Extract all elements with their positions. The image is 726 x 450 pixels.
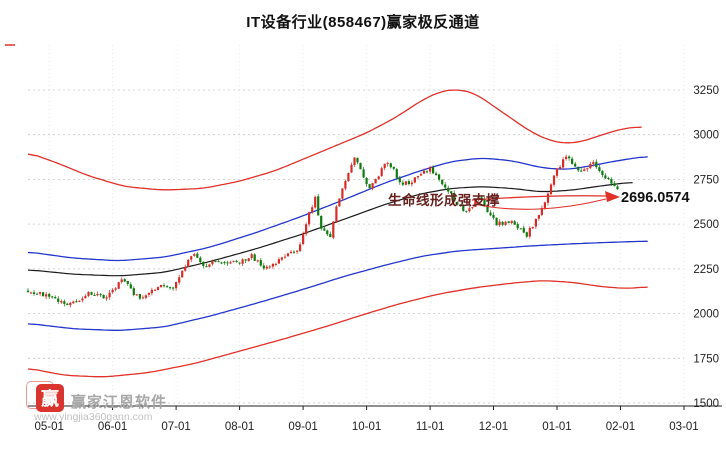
svg-text:05-01: 05-01 [34,421,63,433]
svg-text:11-01: 11-01 [416,421,445,433]
support-annotation-text: 生命线形成强支撑 [388,193,500,208]
svg-text:02-01: 02-01 [606,421,635,433]
svg-text:1750: 1750 [693,353,719,365]
svg-text:2500: 2500 [693,219,719,231]
svg-text:12-01: 12-01 [479,421,508,433]
svg-text:09-01: 09-01 [288,421,317,433]
watermark-logo-icon: 赢 [36,384,64,412]
svg-text:10-01: 10-01 [352,421,381,433]
svg-text:07-01: 07-01 [161,421,190,433]
last-price-label: 2696.0574 [621,190,690,206]
svg-text:3250: 3250 [693,85,719,97]
svg-text:2250: 2250 [693,264,719,276]
svg-text:03-01: 03-01 [669,421,698,433]
svg-text:3000: 3000 [693,130,719,142]
svg-text:2750: 2750 [693,174,719,186]
svg-text:01-01: 01-01 [542,421,571,433]
svg-text:08-01: 08-01 [225,421,254,433]
watermark-brand-text: 赢家江恩软件 [71,394,168,411]
svg-text:06-01: 06-01 [98,421,127,433]
watermark-logo-char: 赢 [41,389,59,409]
chart-title: IT设备行业(858467)赢家极反通道 [246,14,480,31]
watermark-url-text: www.yingjia360gann.com [34,411,153,423]
svg-text:2000: 2000 [693,309,719,321]
svg-text:1500: 1500 [693,398,719,410]
